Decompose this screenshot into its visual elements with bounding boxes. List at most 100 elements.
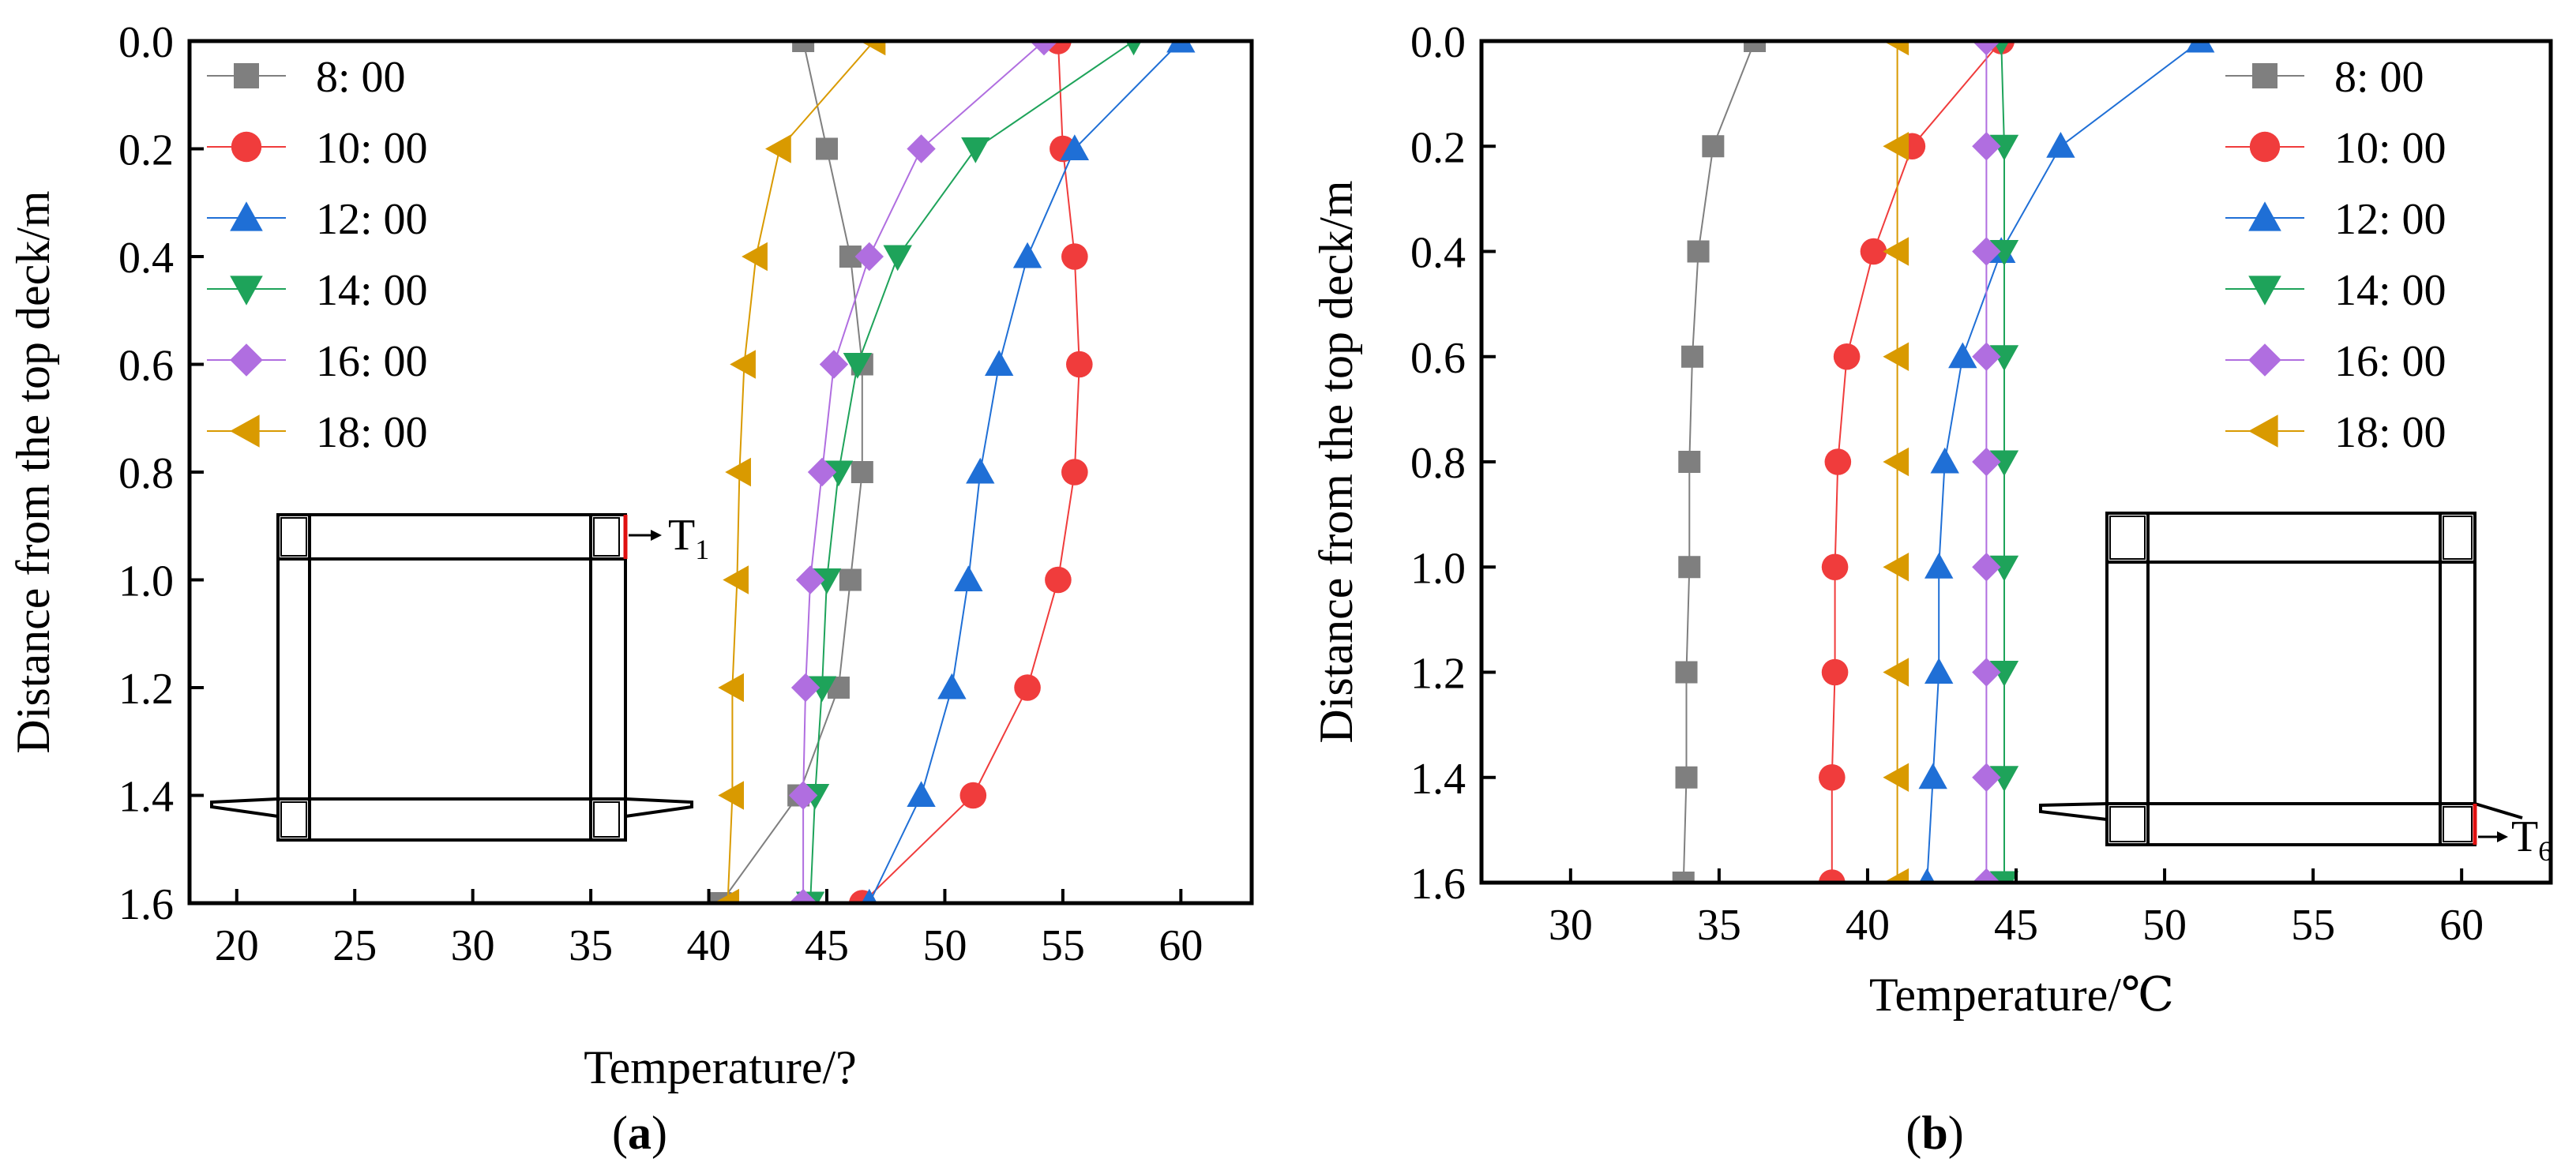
data-point-b-5 — [1883, 41, 1909, 56]
data-point-a-2 — [984, 350, 1014, 377]
data-point-a-5 — [730, 350, 756, 379]
data-point-b-4 — [1972, 553, 2001, 582]
legend-b: 8: 00 10: 00 12: 00 14: 00 16: 00 18: 00 — [2225, 53, 2446, 457]
data-point-b-0 — [1675, 661, 1698, 684]
panel-caption-b: (b) — [1906, 1107, 1963, 1159]
y-axis-title-b: Distance from the top deck/m — [1310, 180, 1362, 743]
data-point-a-0 — [851, 461, 873, 483]
x-tick-label-a: 25 — [332, 921, 377, 970]
data-point-a-1 — [959, 782, 987, 809]
legend-marker-b-3 — [2248, 276, 2281, 306]
y-tick-label-a: 0.4 — [118, 234, 174, 283]
data-point-b-0 — [1675, 766, 1698, 789]
x-tick-label-b: 30 — [1549, 901, 1593, 950]
legend-marker-a-0 — [234, 63, 259, 88]
data-point-b-3 — [1989, 660, 2019, 687]
x-tick-label-b: 50 — [2142, 901, 2187, 950]
data-point-a-2 — [954, 565, 983, 592]
data-point-b-2 — [1924, 553, 1954, 579]
x-tick-label-a: 35 — [569, 921, 613, 970]
x-tick-label-a: 30 — [451, 921, 495, 970]
legend-label-b-3: 14: 00 — [2334, 266, 2446, 315]
data-point-b-4 — [1972, 447, 2001, 477]
data-point-b-5 — [1883, 447, 1909, 477]
data-point-b-5 — [1883, 868, 1909, 883]
data-point-a-4 — [788, 781, 818, 810]
y-tick-label-b: 0.6 — [1410, 334, 1466, 383]
data-point-a-2 — [907, 781, 936, 808]
data-point-b-3 — [1989, 134, 2019, 161]
data-point-a-3 — [961, 137, 990, 163]
data-point-b-2 — [1948, 342, 1977, 369]
data-point-b-2 — [1930, 447, 1959, 474]
data-point-a-1 — [1061, 243, 1088, 270]
x-tick-label-a: 60 — [1158, 921, 1203, 970]
data-point-b-4 — [1972, 342, 2001, 371]
data-point-b-3 — [1993, 41, 2010, 56]
data-point-b-1 — [1833, 343, 1861, 370]
legend-label-b-4: 16: 00 — [2334, 337, 2446, 386]
data-point-b-0 — [1687, 240, 1710, 263]
y-tick-label-b: 0.8 — [1410, 439, 1466, 488]
data-point-a-4 — [819, 350, 849, 379]
data-point-a-1 — [1066, 351, 1093, 378]
data-point-a-4 — [854, 242, 884, 272]
data-point-b-4 — [1972, 868, 2001, 883]
data-point-b-4 — [1972, 237, 2001, 266]
panel-caption-a: (a) — [612, 1107, 667, 1159]
data-point-a-5 — [859, 41, 886, 56]
data-point-a-3 — [843, 352, 873, 379]
data-point-b-5 — [1883, 132, 1909, 161]
data-point-a-3 — [883, 245, 912, 272]
data-point-a-5 — [725, 457, 751, 487]
y-axis-title-a: Distance from the top deck/m — [7, 190, 59, 753]
sensor-label-b: T6 — [2511, 812, 2552, 867]
data-point-b-2 — [2046, 132, 2075, 158]
x-tick-label-b: 60 — [2439, 901, 2484, 950]
data-point-b-1 — [1819, 869, 1846, 883]
y-tick-label-a: 1.6 — [118, 880, 174, 929]
y-tick-label-b: 0.0 — [1410, 18, 1466, 67]
data-point-a-2 — [1166, 41, 1196, 53]
data-point-b-4 — [1972, 763, 2001, 792]
data-point-b-0 — [1702, 135, 1725, 158]
data-point-b-0 — [1678, 451, 1701, 473]
data-point-b-3 — [1989, 345, 2019, 371]
data-point-b-4 — [1972, 658, 2001, 687]
data-point-a-5 — [723, 565, 749, 594]
data-point-a-5 — [742, 242, 768, 272]
data-point-a-2 — [1012, 242, 1042, 268]
legend-label-a-1: 10: 00 — [316, 124, 428, 173]
legend-marker-b-5 — [2248, 414, 2278, 448]
data-point-a-1 — [1061, 459, 1088, 486]
x-tick-label-a: 55 — [1041, 921, 1085, 970]
data-point-b-2 — [1918, 763, 1947, 789]
y-tick-label-a: 0.0 — [118, 18, 174, 67]
series-line-a-1 — [862, 41, 1080, 903]
x-tick-label-b: 35 — [1697, 901, 1741, 950]
cross-section-inset-a: T1 — [210, 511, 709, 842]
data-point-a-2 — [861, 888, 877, 903]
data-point-b-3 — [1989, 239, 2019, 266]
axes-a: 20 25 30 35 40 45 50 55 60 0.0 0.2 0.4 0.6 0.8 1.0 1.2 1… — [118, 18, 1203, 970]
legend-marker-b-1 — [2249, 131, 2281, 163]
data-point-b-1 — [1821, 658, 1849, 686]
data-point-a-1 — [1045, 566, 1072, 594]
data-point-b-1 — [1824, 448, 1852, 475]
x-axis-title-a: Temperature/? — [584, 1041, 857, 1093]
x-tick-label-a: 20 — [215, 921, 259, 970]
x-tick-label-b: 55 — [2291, 901, 2335, 950]
legend-label-a-5: 18: 00 — [316, 408, 428, 457]
legend-marker-b-2 — [2248, 201, 2281, 231]
data-point-b-0 — [1678, 556, 1701, 579]
data-point-b-0 — [1681, 345, 1704, 368]
data-point-b-1 — [1821, 553, 1849, 581]
data-point-a-4 — [790, 673, 820, 703]
legend-label-a-4: 16: 00 — [316, 337, 428, 386]
data-point-a-5 — [718, 673, 745, 703]
legend-label-b-1: 10: 00 — [2334, 124, 2446, 173]
data-point-b-0 — [1672, 872, 1695, 883]
data-point-b-3 — [1989, 450, 2019, 477]
legend-marker-b-0 — [2252, 63, 2277, 88]
